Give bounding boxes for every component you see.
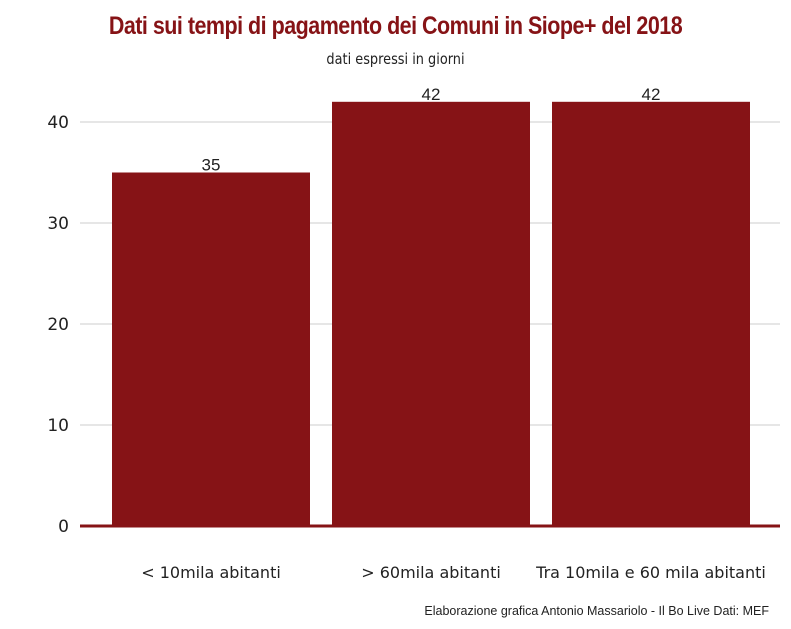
y-tick-label: 10 [47,416,69,436]
bar [552,101,750,527]
bars [112,101,750,527]
chart-subtitle: dati espressi in giorni [326,50,465,68]
x-axis-categories: < 10mila abitanti > 60mila abitanti Tra 10… [141,563,766,582]
bar [112,172,310,526]
y-tick-label: 40 [47,113,69,133]
y-tick-label: 20 [47,315,69,335]
chart-title: Dati sui tempi di pagamento dei Comuni i… [108,12,683,40]
y-axis-ticks: 0 10 20 30 40 [47,113,69,537]
category-label: < 10mila abitanti [141,563,281,582]
bar [332,101,530,527]
source-caption: Elaborazione grafica Antonio Massariolo … [424,604,769,618]
category-label: Tra 10mila e 60 mila abitanti [535,563,766,582]
y-tick-label: 30 [47,214,69,234]
y-tick-label: 0 [58,517,69,537]
data-label: 42 [642,85,661,104]
category-label: > 60mila abitanti [361,563,501,582]
data-labels: 35 42 42 [202,85,661,175]
data-label: 42 [422,85,441,104]
data-label: 35 [202,156,221,175]
